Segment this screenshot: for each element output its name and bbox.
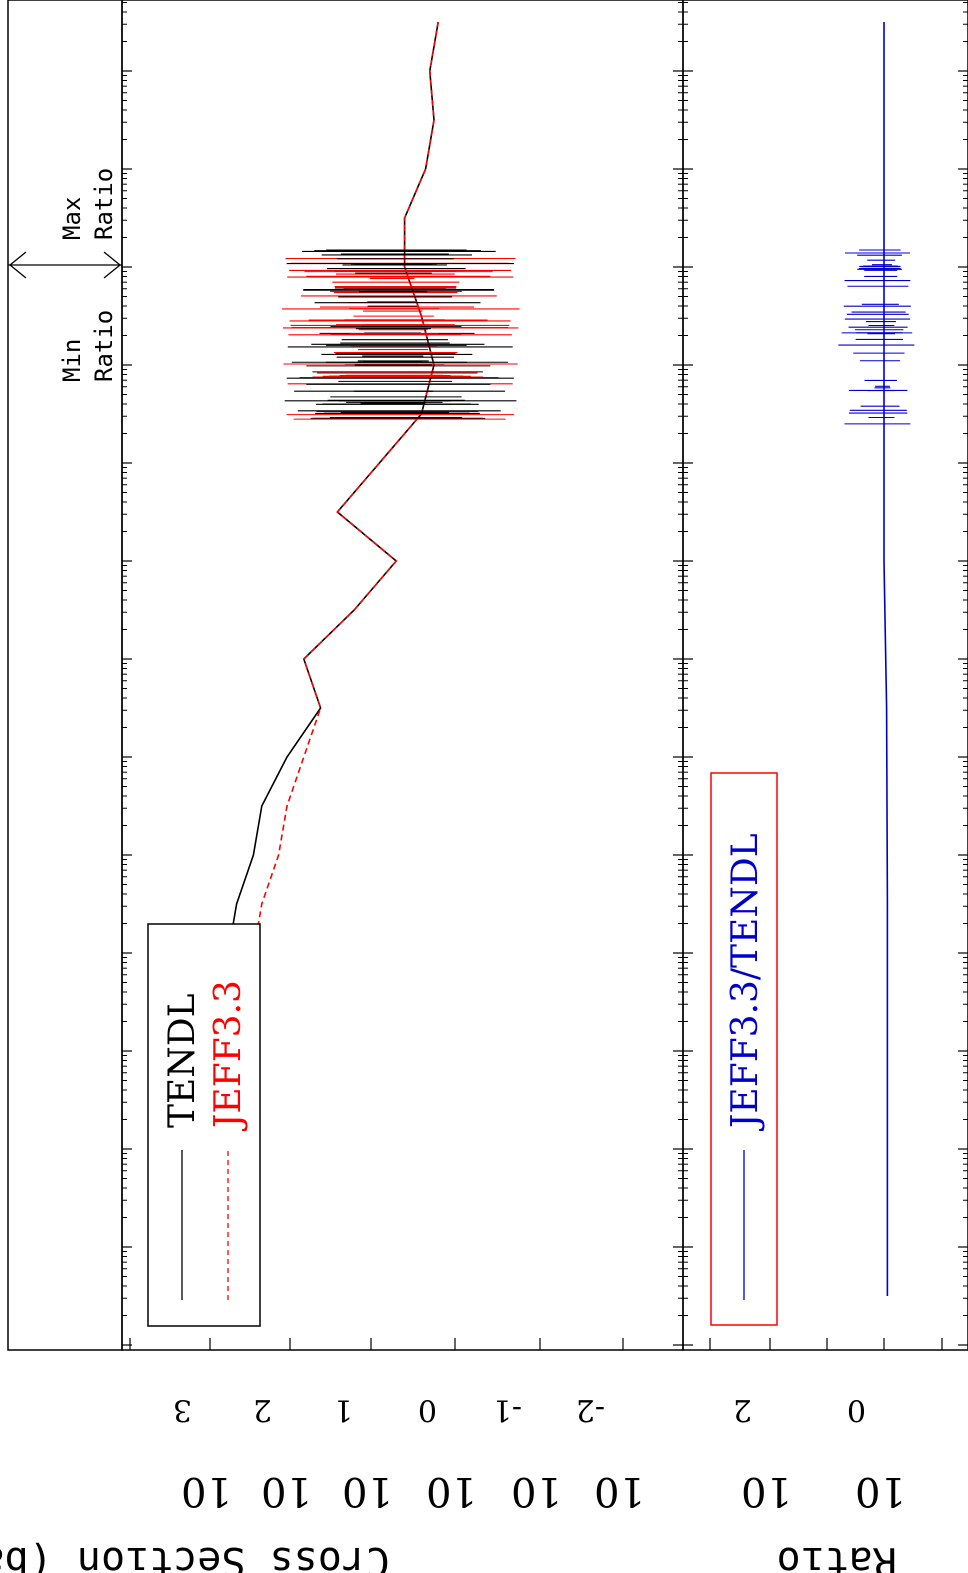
ytick-label: 10 [426,1468,477,1514]
ytick-label: 10 [181,1468,232,1514]
axis-ticks [122,2,968,1350]
ratio-tick-exponent: 2 [733,1392,752,1427]
ytick-label: 10 [261,1468,312,1514]
legend-label-jeff: JEFF3.3 [208,980,249,1132]
series-lines [202,21,915,1296]
ratio-tick-label: 10 [855,1468,906,1514]
legend-label-tendl: TENDL [162,993,203,1128]
series-jeff3-3 [235,21,439,1296]
ratio-range-annotation: Min Ratio Max Ratio [8,168,122,382]
ytick-exponent: 0 [418,1392,437,1427]
ratio-ylabel: Ratio [777,1538,897,1573]
ytick-label: 10 [511,1468,562,1514]
min-ratio-label-2: Ratio [90,310,118,382]
series-ratio [883,22,889,1296]
max-ratio-label-2: Ratio [90,168,118,240]
ratio-tick-label: 10 [741,1468,792,1514]
ratio-tick-exponent: 0 [847,1392,866,1427]
cross-section-legend: TENDL JEFF3.3 [147,923,261,1327]
min-ratio-label-1: Min [58,339,86,382]
ytick-exponent: -2 [576,1392,605,1427]
ratio-panel [682,0,968,1351]
ytick-exponent: 2 [253,1392,272,1427]
cross-section-ylabel: Cross Section (barns) [0,1538,390,1573]
ratio-range-arrow-left [8,251,27,279]
max-ratio-label-1: Max [58,197,86,240]
ytick-exponent: 3 [173,1392,192,1427]
ratio-legend-label: JEFF3.3/TENDL [725,833,766,1132]
ratio-legend: JEFF3.3/TENDL [710,772,778,1326]
legend-box [147,923,261,1327]
ytick-label: 10 [594,1468,645,1514]
ytick-exponent: 1 [334,1392,353,1427]
ytick-label: 10 [342,1468,393,1514]
y-tick-labels: 10 3 10 2 10 1 10 0 10 -1 10 -2 10 2 10 0 [173,1392,906,1514]
ratio-range-arrow-right [103,251,122,279]
ytick-exponent: -1 [493,1392,522,1427]
